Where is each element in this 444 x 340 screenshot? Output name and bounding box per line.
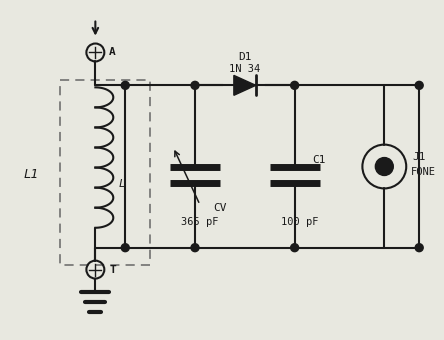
Circle shape bbox=[191, 244, 199, 252]
Circle shape bbox=[191, 81, 199, 89]
Text: A: A bbox=[109, 48, 116, 57]
Circle shape bbox=[121, 81, 129, 89]
Text: C1: C1 bbox=[313, 155, 326, 165]
Polygon shape bbox=[234, 75, 256, 95]
Circle shape bbox=[291, 244, 299, 252]
Text: D1: D1 bbox=[238, 52, 252, 63]
Text: L1: L1 bbox=[23, 169, 38, 182]
Circle shape bbox=[291, 81, 299, 89]
Text: FONE: FONE bbox=[411, 168, 436, 177]
Text: 100 pF: 100 pF bbox=[281, 217, 318, 227]
Circle shape bbox=[375, 157, 393, 175]
Circle shape bbox=[121, 244, 129, 252]
Text: L: L bbox=[118, 180, 125, 189]
Text: J1: J1 bbox=[412, 152, 426, 162]
Circle shape bbox=[415, 244, 423, 252]
Circle shape bbox=[415, 81, 423, 89]
Bar bbox=[60, 80, 150, 265]
Text: 365 pF: 365 pF bbox=[181, 217, 219, 227]
Text: 1N 34: 1N 34 bbox=[229, 64, 261, 74]
Text: T: T bbox=[109, 265, 116, 275]
Text: CV: CV bbox=[213, 203, 226, 213]
